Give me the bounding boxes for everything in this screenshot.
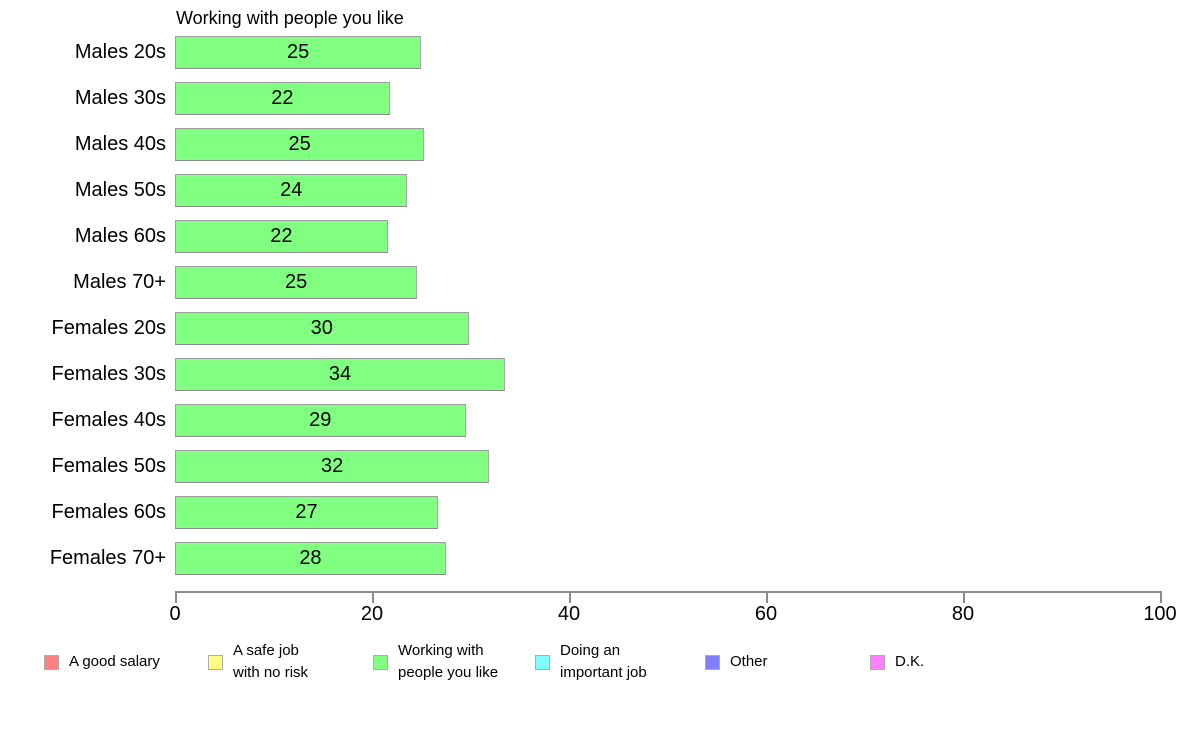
axis-tick — [175, 591, 177, 603]
axis-tick — [766, 591, 768, 603]
bar: 25 — [175, 36, 422, 69]
bar-value-label: 27 — [295, 501, 318, 523]
tick-label: 100 — [1143, 603, 1177, 625]
category-label: Females 20s — [51, 317, 167, 339]
category-label: Females 30s — [51, 363, 167, 385]
bar: 30 — [175, 312, 469, 345]
bar: 24 — [175, 174, 408, 207]
legend: A good salary A safe job with no risk Work… — [0, 638, 1188, 688]
bar-value-label: 32 — [320, 455, 344, 477]
legend-swatch — [535, 654, 550, 670]
category-label: Males 70+ — [73, 271, 166, 293]
legend-item: A good salary — [44, 638, 160, 686]
legend-item: Working with people you like — [373, 638, 498, 686]
legend-swatch — [208, 654, 223, 670]
legend-label: A good salary — [69, 653, 160, 671]
bar-value-label: 34 — [328, 363, 352, 385]
tick-label: 80 — [951, 603, 975, 625]
chart-title: Working with people you like — [176, 8, 404, 28]
category-label: Females 50s — [51, 455, 167, 477]
bar: 25 — [175, 128, 425, 161]
tick-label: 0 — [169, 603, 181, 625]
bar: 25 — [175, 266, 418, 299]
axis-tick — [1160, 591, 1162, 603]
bar: 34 — [175, 358, 505, 391]
legend-swatch — [373, 654, 388, 670]
category-label: Males 30s — [74, 87, 166, 109]
bar-value-label: 30 — [310, 317, 333, 339]
legend-item: Other — [705, 638, 768, 686]
axis-tick — [372, 591, 374, 603]
bar-value-label: 25 — [287, 41, 310, 63]
bar-value-label: 28 — [299, 547, 322, 569]
bar-value-label: 22 — [271, 87, 294, 109]
bar: 28 — [175, 542, 446, 575]
x-axis-line — [175, 591, 1162, 593]
category-label: Males 50s — [74, 179, 166, 201]
axis-tick — [963, 591, 965, 603]
legend-label: Doing an important job — [560, 642, 647, 681]
legend-label: D.K. — [895, 653, 925, 671]
bar-value-label: 29 — [309, 409, 332, 431]
legend-item: A safe job with no risk — [208, 638, 308, 686]
bar: 29 — [175, 404, 466, 437]
category-label: Females 70+ — [49, 547, 166, 569]
bar: 32 — [175, 450, 490, 483]
legend-label: Working with people you like — [398, 642, 499, 681]
category-label: Females 40s — [51, 409, 167, 431]
axis-tick — [569, 591, 571, 603]
bar: 27 — [175, 496, 438, 529]
bar-value-label: 22 — [270, 225, 293, 247]
bar: 22 — [175, 220, 388, 253]
bar-value-label: 25 — [288, 133, 311, 155]
legend-swatch — [44, 654, 59, 670]
legend-swatch — [705, 654, 720, 670]
legend-swatch — [870, 654, 885, 670]
bar-value-label: 24 — [280, 179, 303, 201]
legend-item: D.K. — [870, 638, 924, 686]
legend-item: Doing an important job — [535, 638, 647, 686]
tick-label: 20 — [360, 603, 384, 625]
tick-label: 40 — [557, 603, 581, 625]
category-label: Males 20s — [74, 41, 166, 63]
category-label: Males 60s — [74, 225, 166, 247]
bar: 22 — [175, 82, 390, 115]
bar-value-label: 25 — [285, 271, 308, 293]
tick-label: 60 — [754, 603, 778, 625]
category-label: Males 40s — [74, 133, 166, 155]
legend-label: Other — [730, 653, 768, 671]
category-label: Females 60s — [51, 501, 167, 523]
legend-label: A safe job with no risk — [233, 642, 309, 681]
